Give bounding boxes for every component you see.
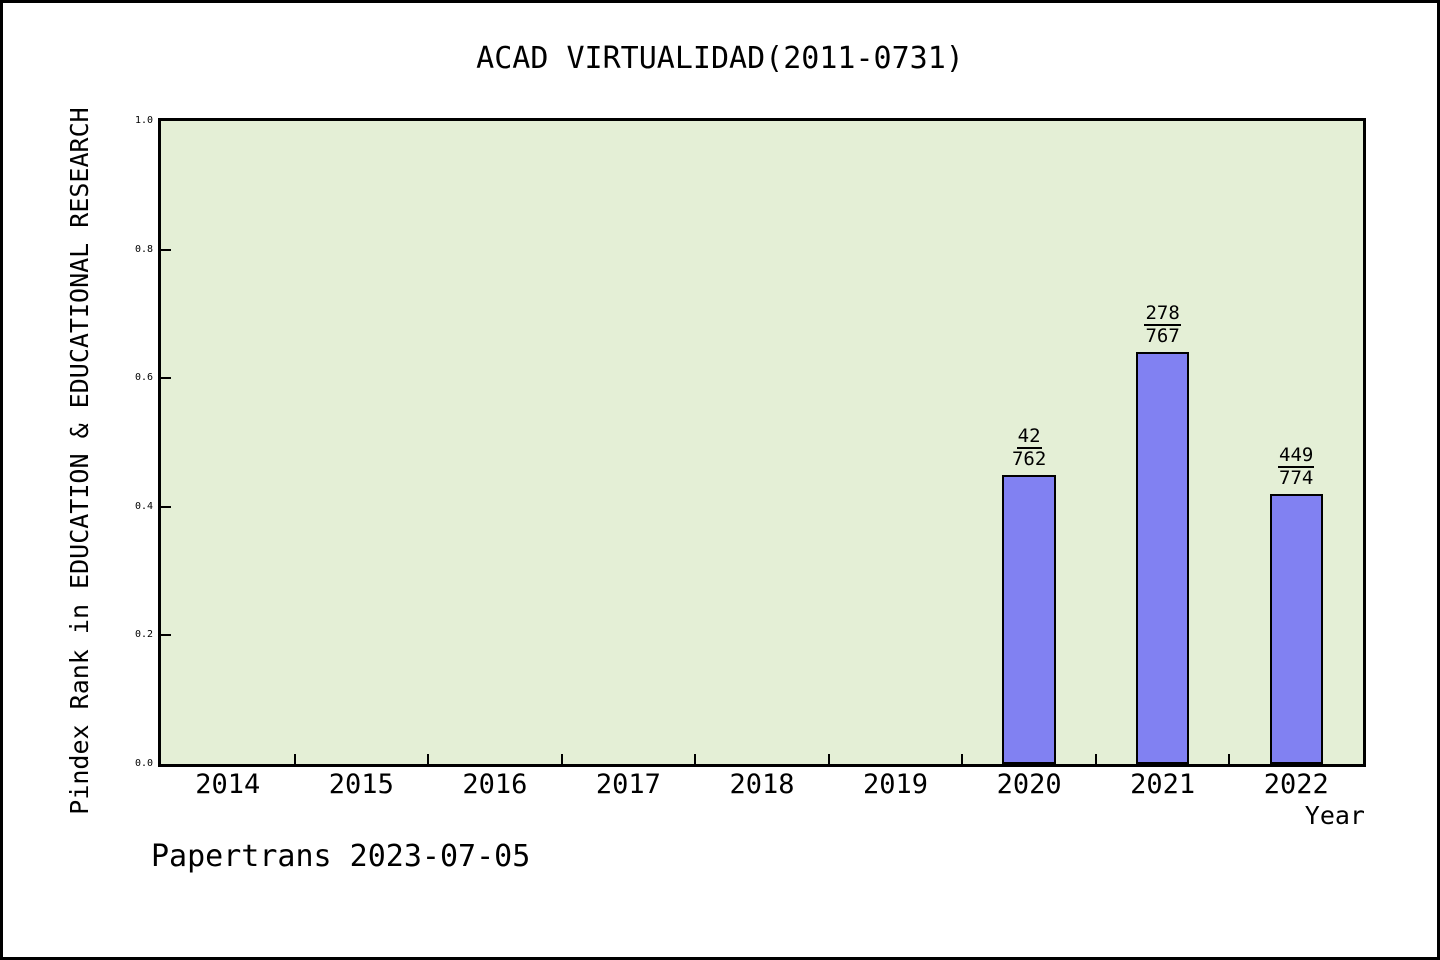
y-tick-label: 0.0 <box>134 758 153 769</box>
y-tick-label: 0.2 <box>134 629 153 641</box>
bar-value-label: 278 767 <box>1113 303 1213 347</box>
bar-2020 <box>1002 474 1056 764</box>
bar-2022 <box>1269 493 1323 764</box>
x-tick-mark <box>560 754 563 764</box>
x-category-label: 2019 <box>863 769 929 800</box>
x-category-label: 2015 <box>328 769 394 800</box>
x-category-label: 2016 <box>462 769 528 800</box>
bar-rank-value: 278 <box>1144 302 1181 327</box>
bar-value-label: 449 774 <box>1246 443 1346 489</box>
x-category-label: 2017 <box>595 769 661 800</box>
y-tick-mark <box>161 505 171 508</box>
x-category-label: 2020 <box>996 769 1062 800</box>
bar-total-value: 767 <box>1145 325 1180 348</box>
x-tick-mark <box>961 754 964 764</box>
x-tick-mark <box>694 754 697 764</box>
x-axis-label: Year <box>1304 801 1365 830</box>
chart-title: ACAD VIRTUALIDAD(2011-0731) <box>476 41 964 76</box>
y-tick-mark <box>161 248 171 251</box>
y-tick-label: 0.8 <box>134 243 153 255</box>
y-tick-label: 1.0 <box>134 115 153 126</box>
x-category-label: 2014 <box>195 769 261 800</box>
y-tick-label: 0.4 <box>134 500 153 512</box>
x-category-label: 2022 <box>1263 769 1329 800</box>
bar-total-value: 774 <box>1279 466 1314 489</box>
y-axis-label: Pindex Rank in EDUCATION & EDUCATIONAL R… <box>65 107 94 815</box>
y-tick-mark <box>161 377 171 380</box>
x-category-label: 2021 <box>1130 769 1196 800</box>
x-category-label: 2018 <box>729 769 795 800</box>
x-tick-mark <box>293 754 296 764</box>
bar-total-value: 762 <box>1011 447 1047 470</box>
x-tick-mark <box>1228 754 1231 764</box>
bar-value-label: 42 762 <box>979 424 1079 470</box>
bar-2021 <box>1135 352 1190 764</box>
x-tick-mark <box>1094 754 1097 764</box>
bar-rank-value: 449 <box>1278 443 1315 468</box>
footer-watermark: Papertrans 2023-07-05 <box>151 839 531 874</box>
y-tick-label: 0.6 <box>134 372 153 384</box>
bar-rank-value: 42 <box>1016 424 1042 449</box>
x-tick-mark <box>827 754 830 764</box>
y-tick-mark <box>161 634 171 637</box>
x-tick-mark <box>427 754 430 764</box>
